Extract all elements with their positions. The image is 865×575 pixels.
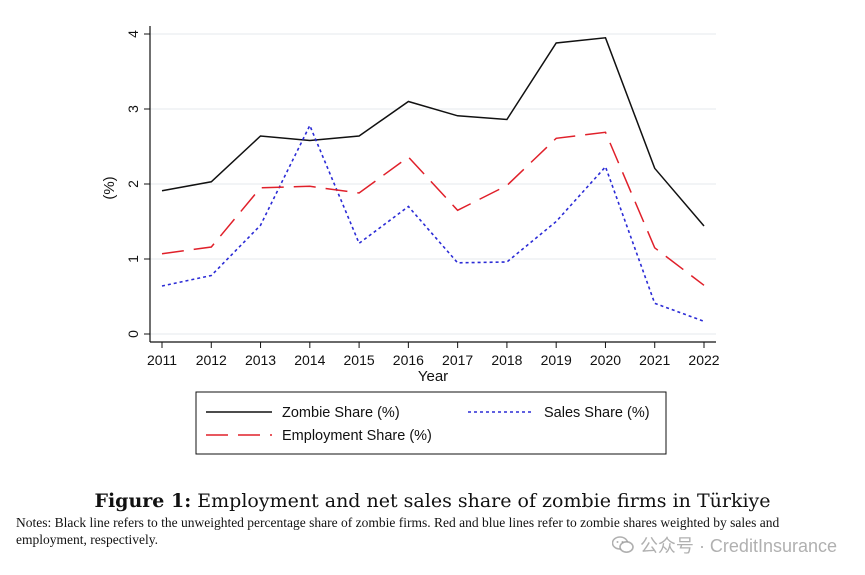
figure-caption: Figure 1: Employment and net sales share… bbox=[0, 490, 865, 512]
legend-items: Zombie Share (%) Sales Share (%) Employmen… bbox=[206, 405, 650, 444]
legend: Zombie Share (%) Sales Share (%) Employmen… bbox=[195, 391, 667, 455]
x-axis-title: Year bbox=[418, 368, 448, 385]
x-tick-label: 2022 bbox=[688, 352, 719, 368]
x-tick-label: 2019 bbox=[541, 352, 572, 368]
legend-box bbox=[195, 391, 667, 455]
x-tick-label: 2012 bbox=[196, 352, 227, 368]
x-tick-label: 2021 bbox=[639, 352, 670, 368]
axes bbox=[144, 26, 716, 348]
x-tick-label: 2013 bbox=[245, 352, 276, 368]
wechat-icon bbox=[611, 536, 634, 554]
figure-title: Employment and net sales share of zombie… bbox=[191, 490, 771, 512]
figure-notes: Notes: Black line refers to the unweight… bbox=[16, 515, 780, 547]
x-tick-labels: 2011 2012 2013 2014 2015 2016 2017 2018 2019 2020… bbox=[147, 352, 720, 368]
y-tick-label: 1 bbox=[125, 255, 141, 263]
y-tick-label: 2 bbox=[125, 180, 141, 188]
x-tick-label: 2020 bbox=[590, 352, 621, 368]
legend-label: Zombie Share (%) bbox=[282, 405, 400, 421]
series-lines bbox=[161, 36, 705, 323]
x-tick-label: 2011 bbox=[147, 352, 177, 368]
x-tick-label: 2015 bbox=[344, 352, 375, 368]
x-tick-label: 2018 bbox=[491, 352, 522, 368]
series-line-employment-share bbox=[161, 131, 705, 286]
legend-label: Employment Share (%) bbox=[282, 428, 432, 444]
y-tick-labels: 0 1 2 3 4 bbox=[125, 30, 141, 338]
x-tick-label: 2016 bbox=[393, 352, 424, 368]
y-axis-title: (%) bbox=[101, 176, 118, 199]
watermark-text: 公众号 · CreditInsurance bbox=[639, 536, 837, 556]
figure-label: Figure 1: bbox=[94, 490, 192, 512]
series-line-sales-share bbox=[161, 123, 705, 323]
y-tick-label: 3 bbox=[125, 105, 141, 113]
x-tick-label: 2017 bbox=[442, 352, 473, 368]
y-tick-label: 0 bbox=[125, 330, 141, 338]
x-tick-label: 2014 bbox=[294, 352, 325, 368]
y-tick-label: 4 bbox=[125, 30, 141, 38]
legend-label: Sales Share (%) bbox=[544, 405, 650, 421]
watermark: 公众号 · CreditInsurance bbox=[611, 532, 837, 558]
series-line-zombie-share bbox=[161, 36, 705, 227]
